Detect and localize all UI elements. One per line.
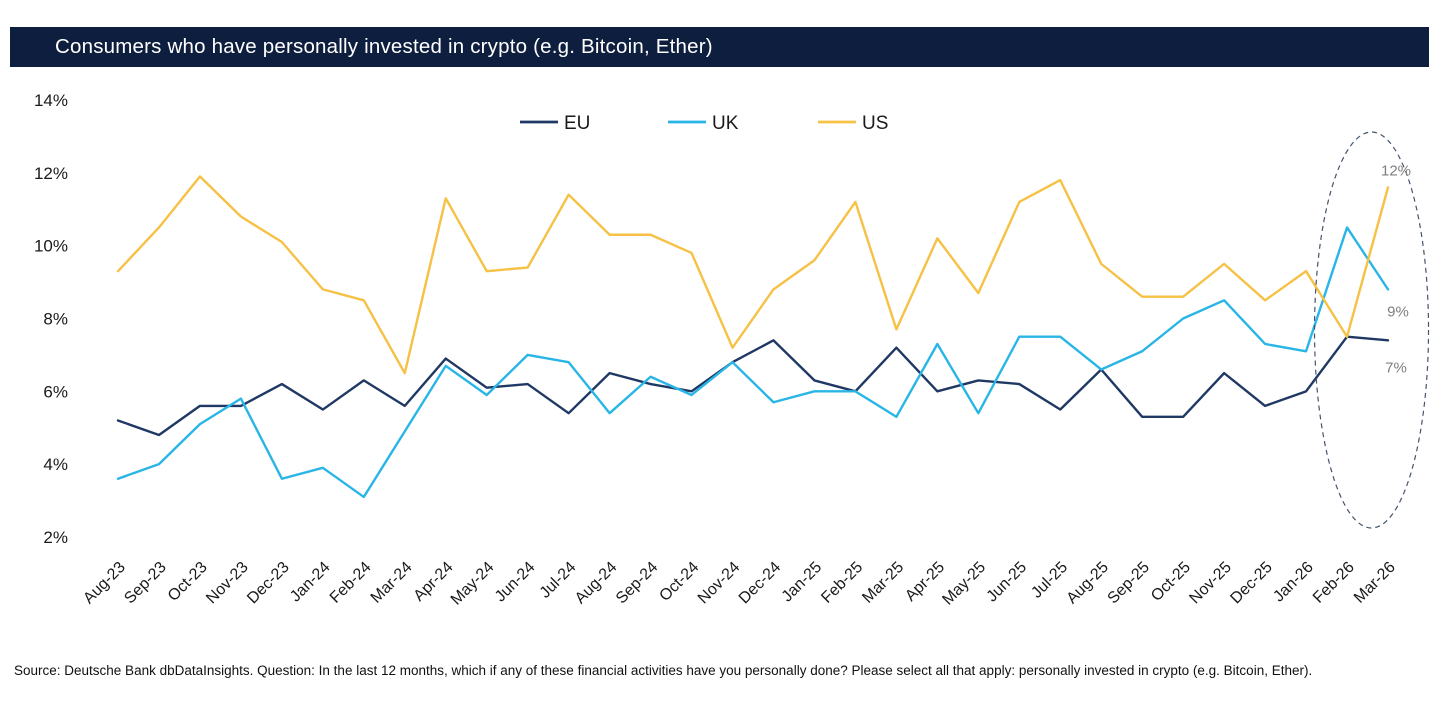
y-axis-tick-label: 8% (43, 310, 68, 329)
x-axis-label: Aug-25 (1064, 559, 1113, 608)
x-axis-label: Nov-25 (1186, 559, 1235, 608)
x-axis-label: May-25 (939, 559, 989, 609)
x-axis-label: Dec-24 (736, 559, 785, 608)
legend-label-uk: UK (712, 113, 739, 134)
x-axis-label: Sep-24 (613, 559, 662, 608)
line-chart: 2%4%6%8%10%12%14%Aug-23Sep-23Oct-23Nov-2… (34, 91, 1430, 609)
x-axis-label: Feb-26 (1310, 559, 1358, 607)
x-axis-label: Jun-24 (492, 559, 539, 606)
y-axis-tick-label: 2% (43, 528, 68, 547)
y-axis-tick-label: 10% (34, 237, 68, 256)
x-axis-label: Dec-23 (244, 559, 293, 608)
x-axis-label: Nov-24 (695, 559, 744, 608)
end-value-label-eu: 7% (1385, 359, 1407, 376)
y-axis-tick-label: 4% (43, 455, 68, 474)
legend-label-us: US (862, 113, 888, 134)
x-axis-label: Jan-25 (779, 559, 826, 606)
x-axis-label: May-24 (448, 559, 498, 609)
x-axis-label: Mar-26 (1351, 559, 1399, 607)
y-axis-tick-label: 6% (43, 382, 68, 401)
x-axis-label: Jan-26 (1270, 559, 1317, 606)
series-line-eu (116, 335, 1390, 437)
x-axis-label: Oct-24 (656, 559, 702, 605)
series-line-uk (116, 226, 1390, 499)
x-axis-label: Sep-23 (121, 559, 170, 608)
x-axis-label: Mar-25 (859, 559, 907, 607)
x-axis-label: Feb-24 (327, 559, 375, 607)
series-line-us (116, 175, 1390, 375)
chart-title: Consumers who have personally invested i… (55, 35, 713, 58)
highlight-ellipse (1313, 131, 1430, 529)
x-axis-label: Dec-25 (1227, 559, 1276, 608)
chart-title-bar: Consumers who have personally invested i… (10, 27, 1429, 67)
x-axis-label: Mar-24 (368, 559, 416, 607)
x-axis-label: Sep-25 (1105, 559, 1154, 608)
x-axis-label: Feb-25 (818, 559, 866, 607)
x-axis-label: Jan-24 (287, 559, 334, 606)
x-axis-label: Oct-25 (1148, 559, 1194, 605)
y-axis-tick-label: 12% (34, 164, 68, 183)
source-note: Source: Deutsche Bank dbDataInsights. Qu… (14, 663, 1313, 678)
x-axis-label: Nov-23 (203, 559, 252, 608)
x-axis-label: Oct-23 (165, 559, 211, 605)
end-value-label-us: 12% (1381, 162, 1411, 179)
x-axis-label: Aug-24 (572, 559, 621, 608)
x-axis-label: Aug-23 (80, 559, 129, 608)
x-axis-label: Jun-25 (984, 559, 1031, 606)
end-value-label-uk: 9% (1387, 303, 1409, 320)
legend-label-eu: EU (564, 113, 590, 134)
y-axis-tick-label: 14% (34, 91, 68, 110)
